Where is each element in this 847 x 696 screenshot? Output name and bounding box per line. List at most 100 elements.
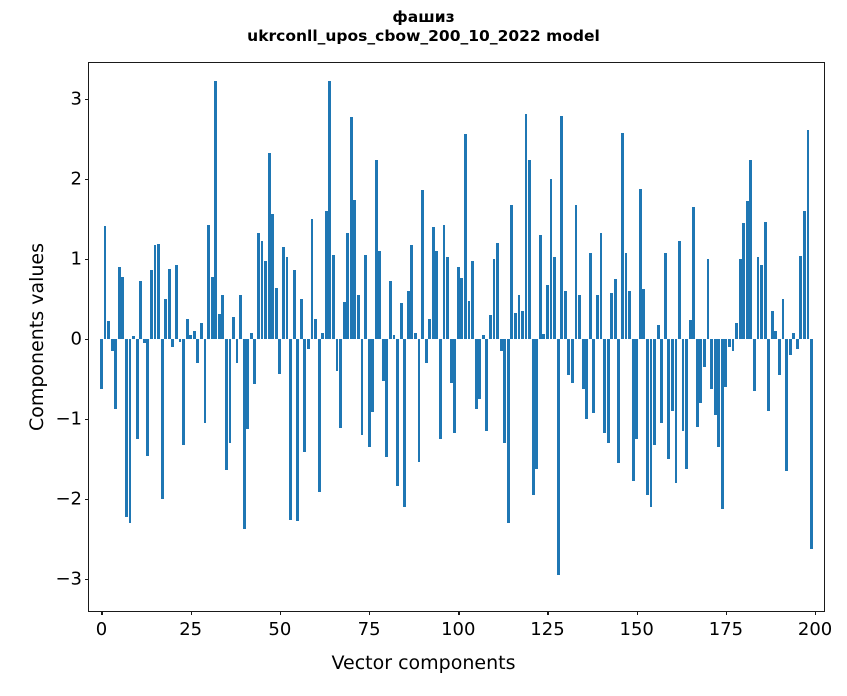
bar <box>760 265 763 339</box>
bar <box>299 299 303 339</box>
bar <box>631 339 635 481</box>
bar <box>199 323 203 339</box>
bar <box>599 233 603 339</box>
bar <box>799 255 803 339</box>
bar <box>606 339 610 443</box>
bar <box>556 339 560 575</box>
bar <box>449 339 453 383</box>
bar <box>581 339 585 389</box>
bar <box>546 284 549 339</box>
bar <box>578 295 581 339</box>
bar <box>210 276 214 339</box>
chart-title: фашиз ukrconll_upos_cbow_200_10_2022 mod… <box>0 8 847 46</box>
y-tick-label: 3 <box>70 88 82 110</box>
bar <box>271 214 275 339</box>
bar <box>232 316 235 339</box>
bar <box>592 339 596 413</box>
bar <box>531 339 535 495</box>
bar <box>167 268 171 339</box>
bar <box>128 339 132 523</box>
bar <box>506 339 510 523</box>
bar <box>603 339 606 434</box>
bar <box>752 339 756 391</box>
y-tick-mark <box>85 339 89 341</box>
bar <box>460 278 464 339</box>
bar <box>456 267 460 339</box>
bar <box>538 235 542 339</box>
bar <box>542 334 546 339</box>
bar <box>321 332 325 339</box>
bar <box>435 251 439 339</box>
x-tick-label: 25 <box>179 619 203 640</box>
chart-title-model: ukrconll_upos_cbow_200_10_2022 model <box>247 27 600 45</box>
bar <box>364 255 367 339</box>
bar <box>610 292 614 339</box>
bar <box>342 302 346 339</box>
bar <box>292 270 296 339</box>
bar <box>492 259 496 339</box>
bar <box>117 267 121 339</box>
bar <box>781 299 785 339</box>
bar <box>346 233 350 339</box>
bar <box>310 219 314 339</box>
y-tick-label: 1 <box>70 248 82 270</box>
y-tick-label: 2 <box>70 168 82 190</box>
bar <box>221 295 225 339</box>
bar <box>289 339 292 520</box>
bar <box>246 339 250 429</box>
bar <box>510 204 514 339</box>
bar <box>203 339 207 423</box>
bar <box>699 339 703 403</box>
x-tick-label: 100 <box>441 619 476 640</box>
bar <box>624 253 628 339</box>
bar <box>695 339 699 427</box>
bar <box>296 339 300 522</box>
y-tick-mark <box>85 259 89 261</box>
bar <box>317 339 321 492</box>
bar <box>485 339 489 431</box>
bar <box>474 339 478 410</box>
bar <box>481 335 485 339</box>
y-tick-label: 0 <box>70 328 82 350</box>
bar <box>239 295 243 339</box>
bar <box>125 339 128 518</box>
bar <box>749 159 753 339</box>
bar <box>674 339 678 483</box>
y-tick-label: −3 <box>55 568 82 590</box>
x-tick-mark <box>636 611 638 615</box>
bar <box>731 339 735 351</box>
bar <box>467 300 471 339</box>
bar <box>428 319 432 339</box>
bar <box>264 261 268 339</box>
bar <box>253 339 257 384</box>
bar <box>164 299 168 339</box>
bar <box>763 222 767 339</box>
x-tick-mark <box>190 611 192 615</box>
bar <box>678 241 681 339</box>
bar <box>774 331 778 339</box>
bar <box>417 339 421 463</box>
bar <box>642 289 646 339</box>
y-tick-mark <box>85 99 89 101</box>
bar <box>524 114 528 339</box>
plot-axes: 3 2 1 0 −1 −2 −3 0 25 50 75 100 125 150 175 200 <box>55 62 832 640</box>
bar <box>107 321 111 339</box>
bar <box>339 339 342 428</box>
bar <box>207 225 210 339</box>
bar <box>224 339 228 471</box>
bar <box>424 339 428 363</box>
bar <box>431 227 435 339</box>
x-tick-label: 200 <box>797 619 833 640</box>
bar <box>110 339 114 351</box>
bar <box>663 253 667 339</box>
bar <box>324 211 328 339</box>
bar <box>802 211 806 339</box>
bar <box>617 339 621 463</box>
x-tick-label: 150 <box>619 619 654 640</box>
bar <box>717 339 721 447</box>
bar <box>178 339 182 343</box>
bar <box>142 339 146 343</box>
bar <box>214 81 218 339</box>
bar <box>349 116 353 339</box>
bar <box>335 339 339 371</box>
